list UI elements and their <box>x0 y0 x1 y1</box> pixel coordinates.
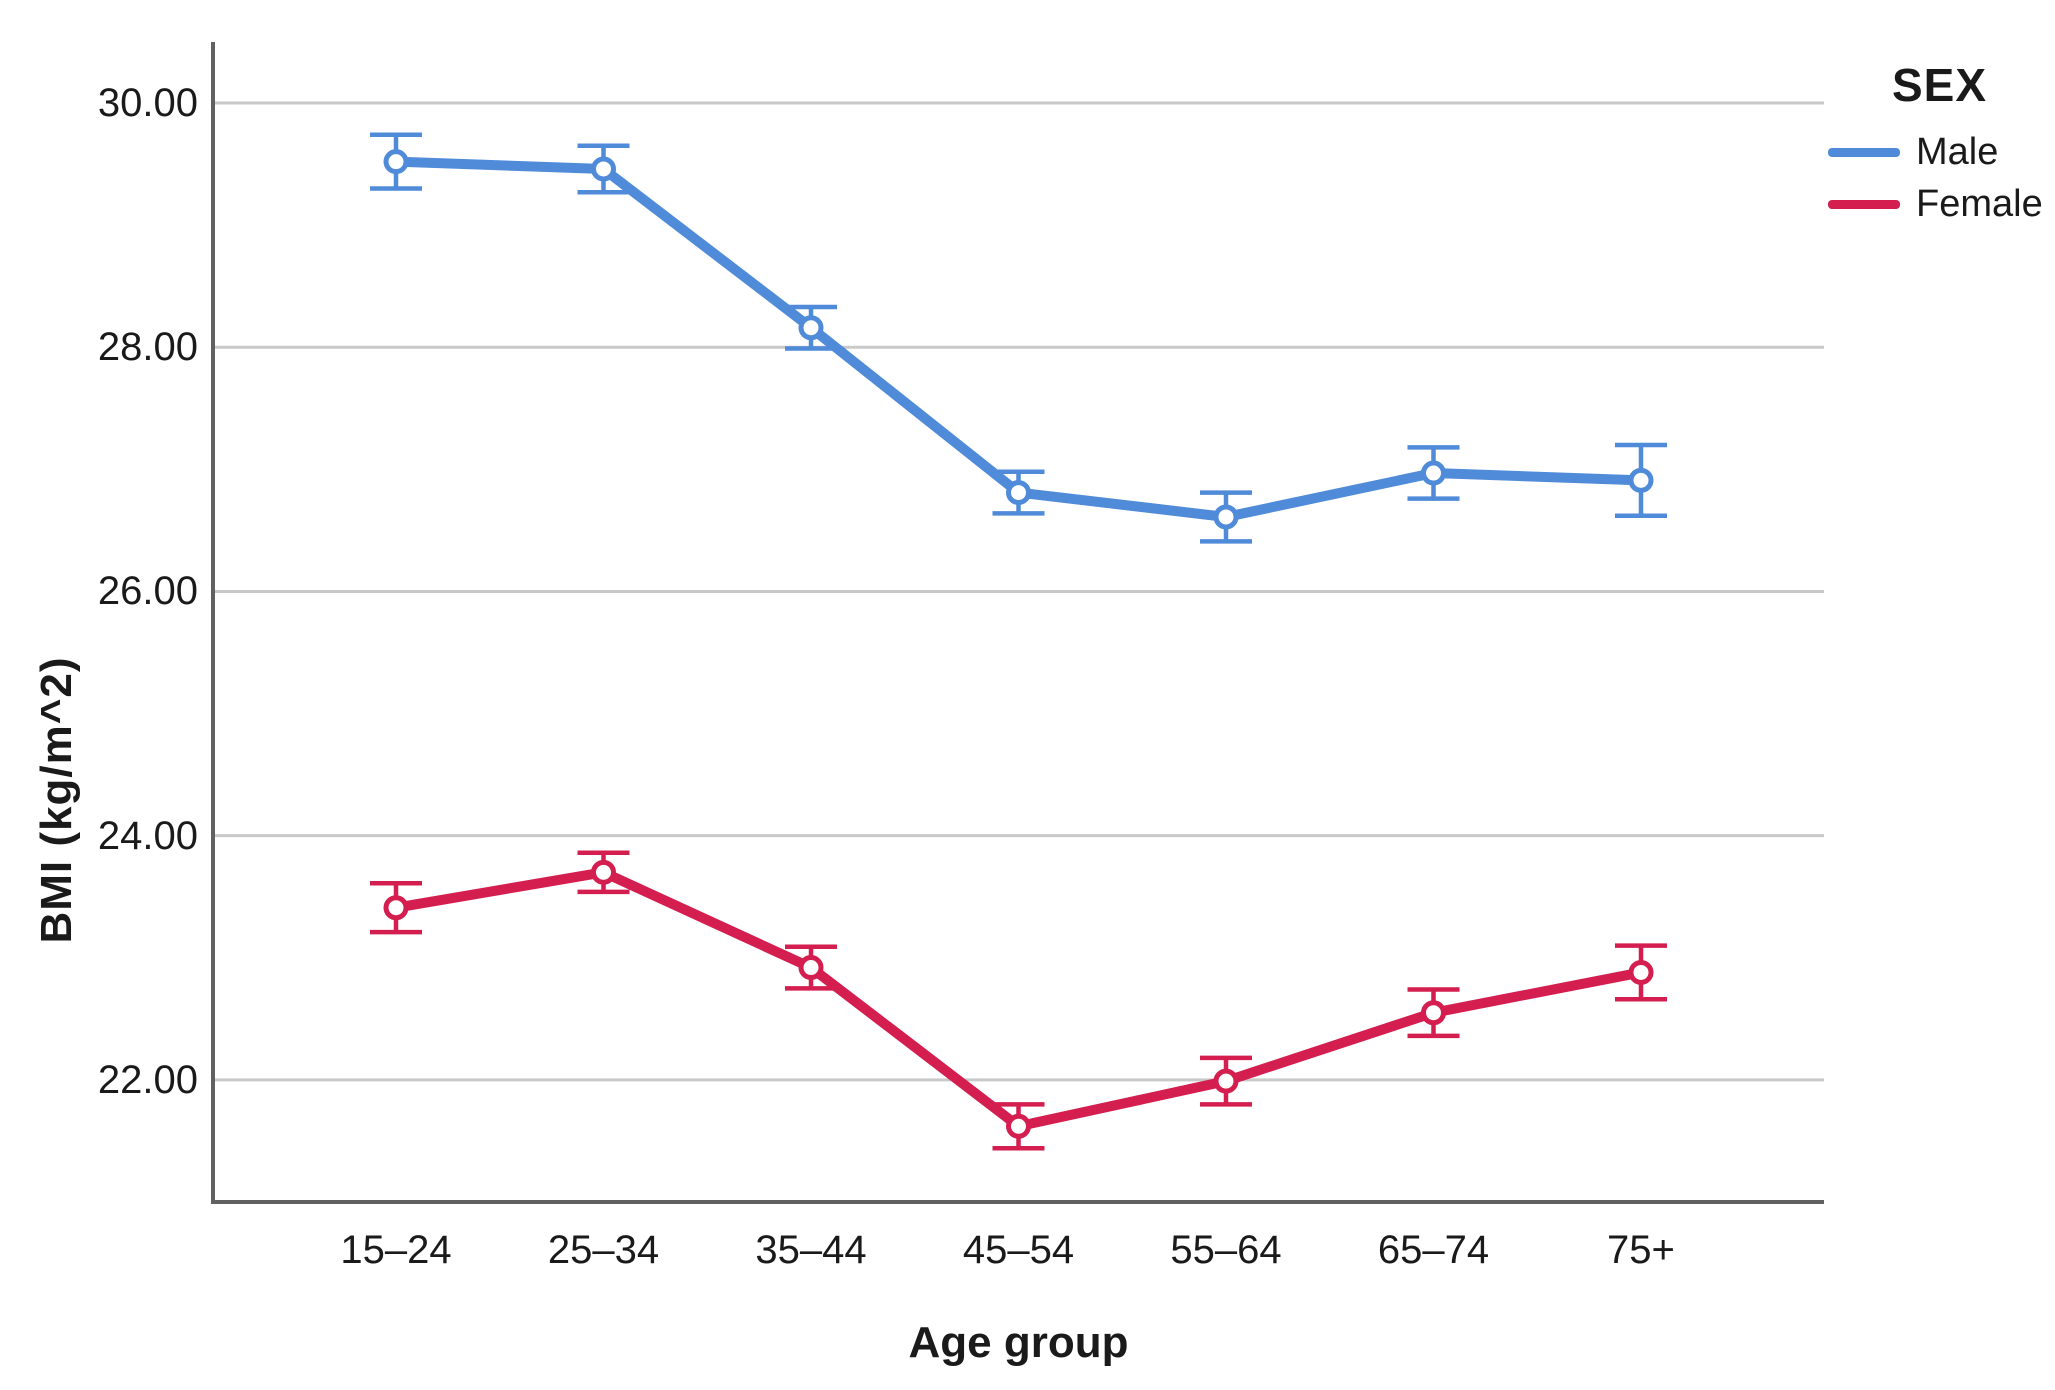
female-marker <box>591 859 617 885</box>
legend-label-female: Female <box>1916 183 2043 225</box>
x-tick-label: 75+ <box>1607 1228 1675 1272</box>
female-marker <box>1213 1068 1239 1094</box>
female-line-swatch-icon <box>1828 199 1900 209</box>
male-marker <box>1420 460 1446 486</box>
male-marker <box>1628 467 1654 493</box>
x-tick-label: 25–34 <box>547 1228 660 1272</box>
male-marker <box>798 315 824 341</box>
y-tick-label: 22.00 <box>97 1057 198 1102</box>
legend-item-female: Female <box>1828 184 2043 224</box>
female-marker <box>798 955 824 981</box>
male-line-swatch-icon <box>1828 147 1900 157</box>
male-marker <box>591 156 617 182</box>
x-tick-label: 35–44 <box>755 1228 867 1272</box>
female-marker <box>1006 1113 1031 1139</box>
female-marker <box>383 895 409 921</box>
y-tick-label: 30.00 <box>97 81 198 126</box>
male-marker <box>1006 480 1031 506</box>
x-tick-label: 65–74 <box>1377 1228 1490 1272</box>
y-tick-label: 28.00 <box>97 325 198 370</box>
legend-title: SEX <box>1892 59 1988 111</box>
female-marker <box>1628 959 1654 985</box>
x-tick-label: 15–24 <box>340 1228 452 1272</box>
x-tick-label: 45–54 <box>962 1228 1075 1272</box>
x-axis-title: Age group <box>908 1318 1129 1367</box>
y-tick-label: 26.00 <box>97 569 198 614</box>
male-marker <box>1213 504 1239 530</box>
male-line <box>391 156 1646 522</box>
legend-item-male: Male <box>1828 132 2043 172</box>
female-line <box>391 867 1646 1132</box>
y-tick-label: 24.00 <box>97 813 198 858</box>
x-tick-label: 55–64 <box>1170 1228 1282 1272</box>
y-axis-title: BMI (kg/m^2) <box>32 656 81 944</box>
legend-label-male: Male <box>1916 131 1999 173</box>
legend: SEX Male Female <box>1828 58 2043 236</box>
male-marker <box>383 149 409 175</box>
female-marker <box>1420 1000 1446 1026</box>
